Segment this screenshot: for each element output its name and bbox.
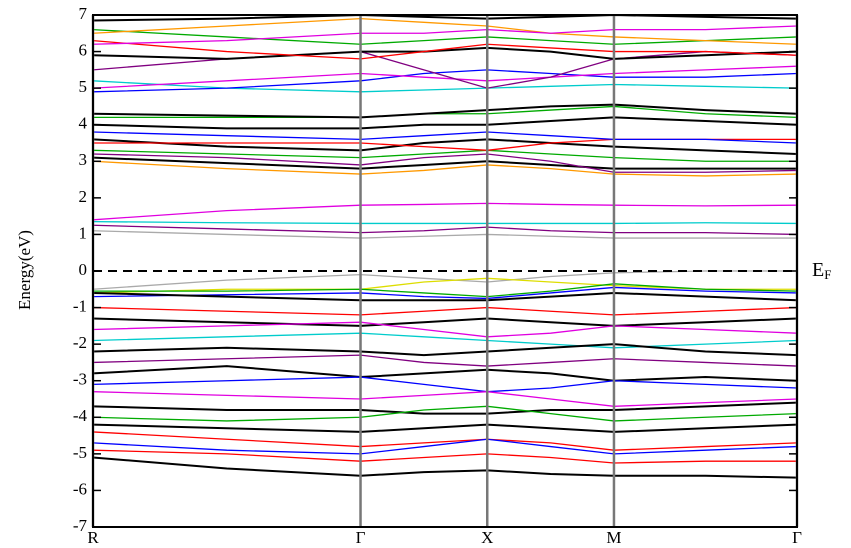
band-line	[92, 138, 798, 155]
band-line	[92, 456, 798, 479]
band-line	[92, 317, 798, 327]
band-line	[92, 306, 798, 316]
plot-frame	[92, 14, 798, 528]
y-tick-label: 0	[79, 260, 88, 279]
fermi-label-main: E	[812, 259, 824, 281]
y-tick-label: -4	[73, 406, 88, 425]
y-tick-label: 6	[79, 40, 88, 59]
band-line	[92, 332, 798, 349]
y-tick-label: -7	[73, 516, 88, 535]
fermi-label: EF	[812, 259, 831, 282]
band-line	[92, 116, 798, 130]
y-tick-label: -3	[73, 370, 87, 389]
band-line	[92, 391, 798, 407]
y-tick-label: -2	[73, 333, 87, 352]
band-line	[92, 449, 797, 464]
y-tick-label: 5	[79, 77, 88, 96]
y-tick-label: 7	[79, 4, 88, 23]
x-tick-label: M	[606, 528, 621, 547]
band-line	[92, 202, 798, 221]
x-tick-label: X	[481, 528, 493, 547]
fermi-label-sub: F	[824, 267, 831, 282]
band-line	[92, 431, 798, 451]
band-line	[92, 103, 798, 119]
band-line	[92, 365, 798, 382]
y-axis-label: Energy(eV)	[15, 230, 34, 310]
y-tick-label: -5	[73, 443, 87, 462]
y-tick-label: -1	[73, 296, 87, 315]
band-line	[92, 343, 798, 357]
y-tick-label: 1	[79, 223, 88, 242]
band-line	[92, 354, 798, 367]
x-tick-label: Γ	[792, 528, 802, 547]
y-tick-label: 3	[79, 150, 88, 169]
band-line	[92, 321, 798, 338]
band-line	[92, 423, 798, 433]
y-tick-label: -6	[73, 479, 87, 498]
y-tick-label: 4	[79, 114, 88, 133]
band-line	[92, 220, 798, 225]
band-line	[92, 376, 798, 393]
band-line	[92, 69, 798, 93]
x-tick-label: R	[87, 528, 99, 547]
y-tick-label: 2	[79, 187, 88, 206]
band-line	[92, 230, 797, 239]
x-tick-label: Γ	[356, 528, 366, 547]
